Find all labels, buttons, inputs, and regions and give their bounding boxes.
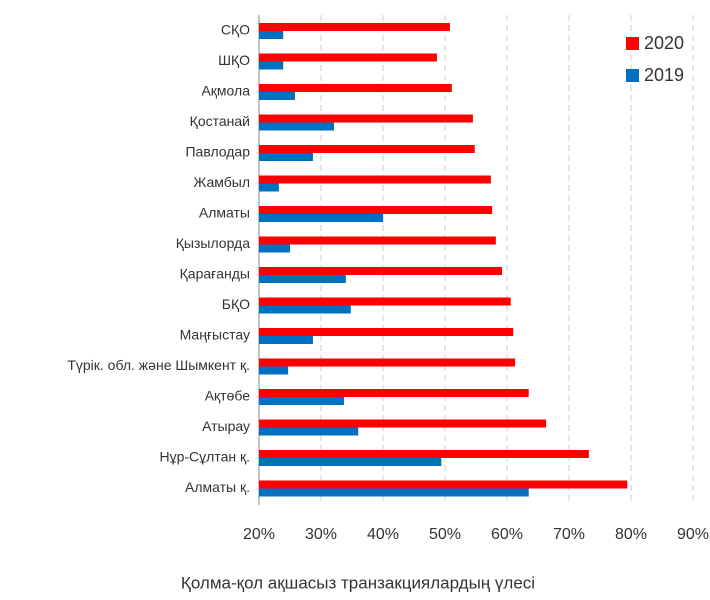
y-tick-label: Атырау bbox=[202, 418, 250, 434]
bar bbox=[259, 366, 289, 375]
legend-label: 2019 bbox=[644, 65, 684, 85]
legend-swatch bbox=[626, 69, 639, 82]
bar bbox=[259, 450, 589, 458]
y-tick-label: СҚО bbox=[221, 22, 250, 38]
bar bbox=[259, 480, 628, 489]
legend-label: 2020 bbox=[644, 33, 684, 53]
bar bbox=[259, 267, 503, 275]
bar bbox=[259, 145, 475, 153]
bar bbox=[259, 458, 442, 466]
y-tick-label: Нұр-Сұлтан қ. bbox=[159, 449, 250, 465]
bar bbox=[259, 84, 452, 92]
y-tick-label: ШҚО bbox=[218, 52, 250, 68]
y-tick-label: Қостанай bbox=[190, 113, 250, 129]
x-tick-label: 90% bbox=[677, 526, 709, 543]
bar bbox=[259, 61, 284, 70]
x-tick-label: 50% bbox=[429, 526, 461, 543]
bar bbox=[259, 275, 346, 283]
bar bbox=[259, 183, 279, 192]
y-tick-label: Алматы қ. bbox=[185, 479, 250, 495]
x-tick-label: 70% bbox=[553, 526, 585, 543]
bar bbox=[259, 358, 516, 367]
bar bbox=[259, 53, 437, 62]
bar bbox=[259, 397, 344, 405]
y-tick-label: Қызылорда bbox=[176, 235, 250, 251]
y-tick-label: Павлодар bbox=[185, 144, 250, 160]
bar bbox=[259, 23, 450, 31]
bar bbox=[259, 175, 491, 184]
bar bbox=[259, 244, 290, 253]
bar bbox=[259, 114, 473, 123]
bar bbox=[259, 427, 359, 436]
x-axis-label: Қолма-қол ақшасыз транзакциялардың үлесі bbox=[181, 573, 535, 592]
y-tick-label: Ақтөбе bbox=[205, 388, 251, 404]
y-tick-label: Маңғыстау bbox=[180, 327, 250, 343]
y-tick-label: Түрік. обл. және Шымкент қ. bbox=[67, 357, 250, 373]
x-tick-label: 20% bbox=[243, 526, 275, 543]
bar bbox=[259, 419, 547, 428]
bar bbox=[259, 488, 529, 497]
bar bbox=[259, 328, 514, 336]
x-tick-label: 80% bbox=[615, 526, 647, 543]
y-tick-label: Жамбыл bbox=[193, 174, 250, 190]
bar bbox=[259, 214, 383, 222]
y-tick-label: БҚО bbox=[222, 296, 250, 312]
bar bbox=[259, 297, 511, 306]
x-tick-label: 40% bbox=[367, 526, 399, 543]
y-tick-label: Ақмола bbox=[201, 83, 250, 99]
x-tick-label: 30% bbox=[305, 526, 337, 543]
bar bbox=[259, 336, 313, 344]
bar bbox=[259, 389, 529, 397]
legend-swatch bbox=[626, 37, 639, 50]
bar bbox=[259, 305, 351, 314]
bar bbox=[259, 92, 295, 100]
x-tick-label: 60% bbox=[491, 526, 523, 543]
bar bbox=[259, 206, 493, 214]
bar bbox=[259, 153, 313, 161]
bar bbox=[259, 122, 335, 131]
y-tick-label: Қарағанды bbox=[180, 266, 250, 282]
bar bbox=[259, 31, 284, 39]
y-tick-label: Алматы bbox=[199, 205, 250, 221]
bar bbox=[259, 236, 496, 245]
